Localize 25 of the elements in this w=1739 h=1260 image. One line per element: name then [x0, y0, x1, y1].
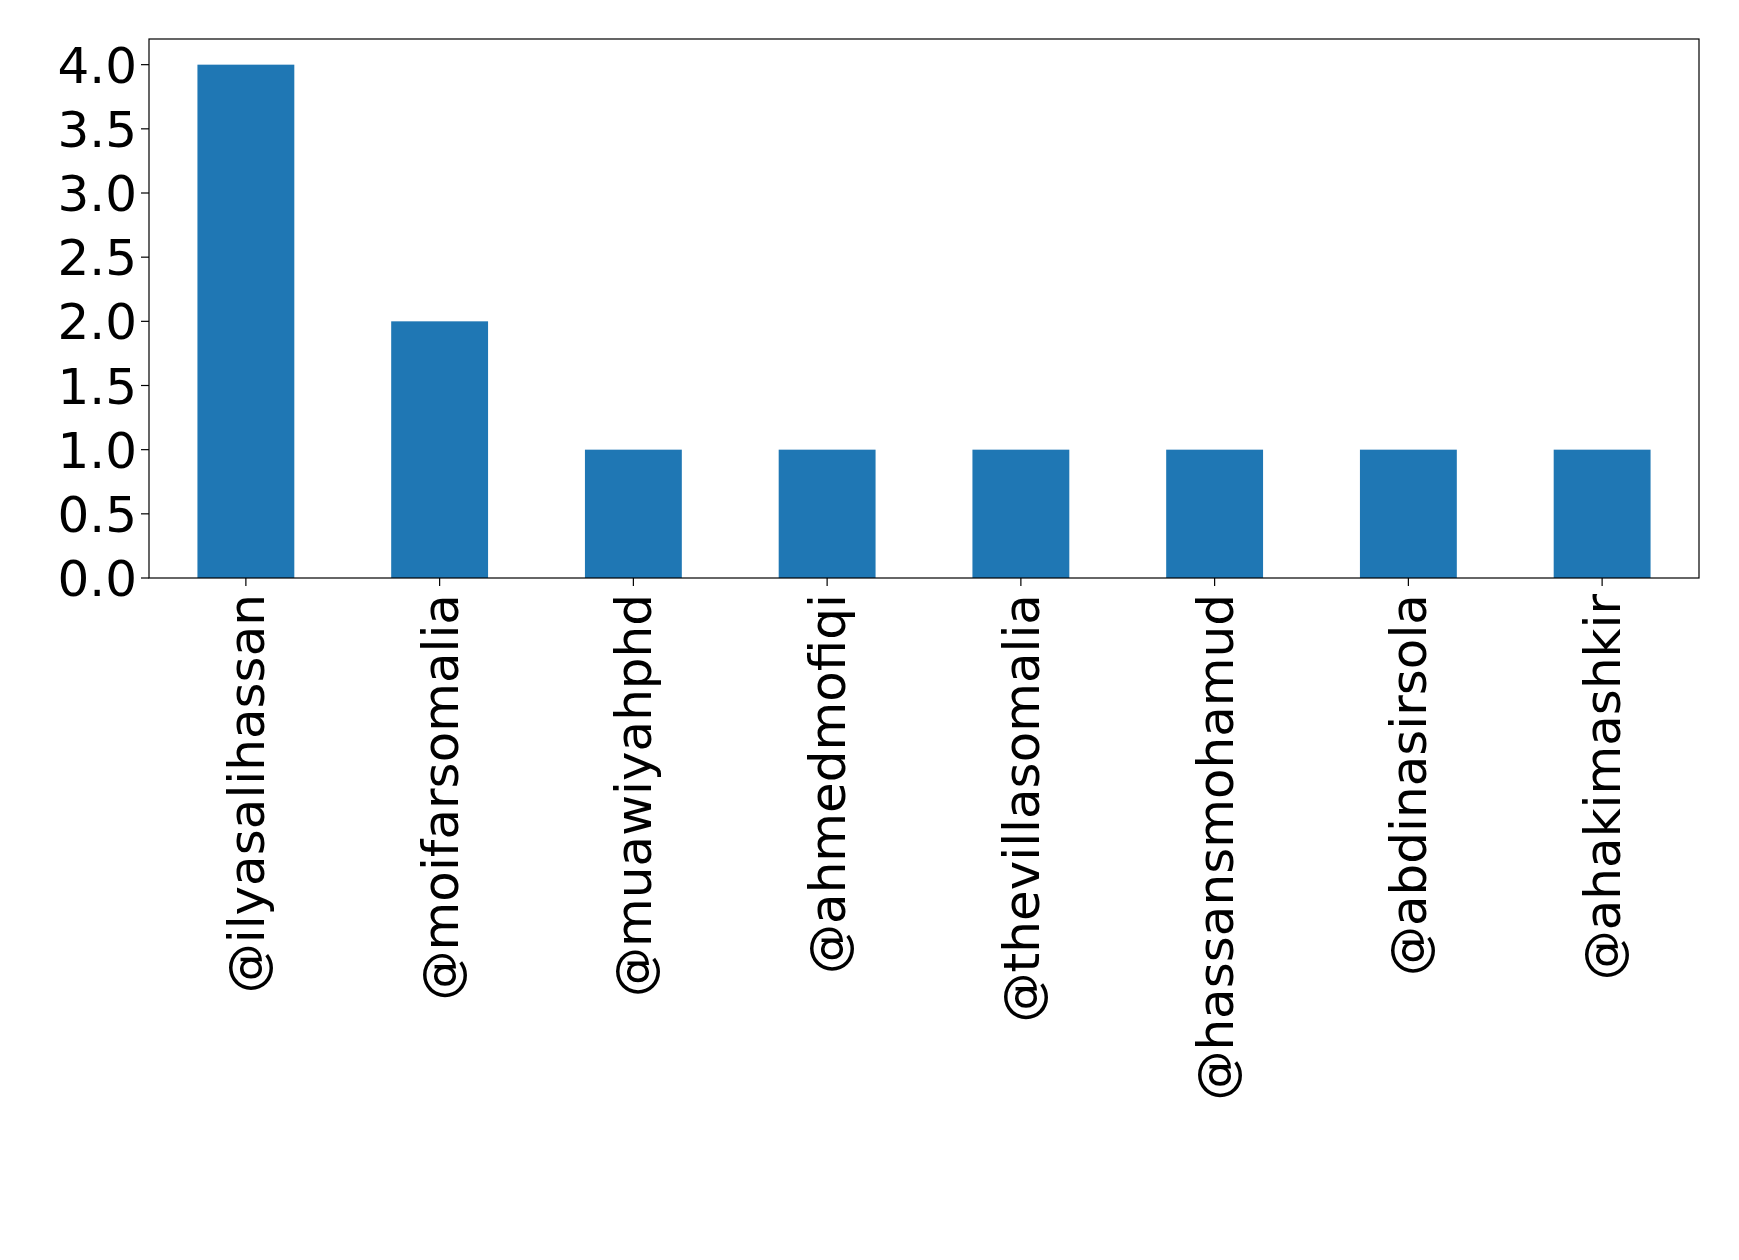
bar — [1166, 449, 1264, 578]
y-tick-label: 0.5 — [57, 485, 137, 544]
y-tick-label: 1.5 — [57, 357, 137, 416]
y-tick-label: 0.0 — [57, 550, 137, 608]
y-tick-label: 3.5 — [57, 100, 137, 159]
x-tick-label: @moifarsomalia — [411, 594, 470, 1001]
x-tick-label: @thevillasomalia — [992, 594, 1051, 1023]
bar — [197, 64, 295, 578]
bar — [391, 321, 489, 578]
y-tick-label: 2.0 — [57, 293, 137, 352]
bar — [778, 449, 876, 578]
x-tick-label: @abdinasirsola — [1380, 594, 1439, 977]
y-tick-label: 4.0 — [57, 36, 137, 95]
y-tick-label: 3.0 — [57, 165, 137, 223]
x-tick-label: @ahmedmofiqi — [799, 594, 858, 974]
x-tick-label: @ilyasalihassan — [217, 594, 276, 994]
y-tick-label: 1.0 — [57, 421, 137, 480]
bar — [1359, 449, 1457, 578]
bar — [584, 449, 682, 578]
x-tick-label: @ahakimashkir — [1574, 593, 1633, 981]
bar — [1553, 449, 1651, 578]
y-tick-label: 2.5 — [57, 229, 137, 288]
x-tick-label: @hassansmohamud — [1186, 594, 1245, 1101]
bar — [972, 449, 1070, 578]
x-tick-label: @muawiyahphd — [605, 594, 664, 997]
